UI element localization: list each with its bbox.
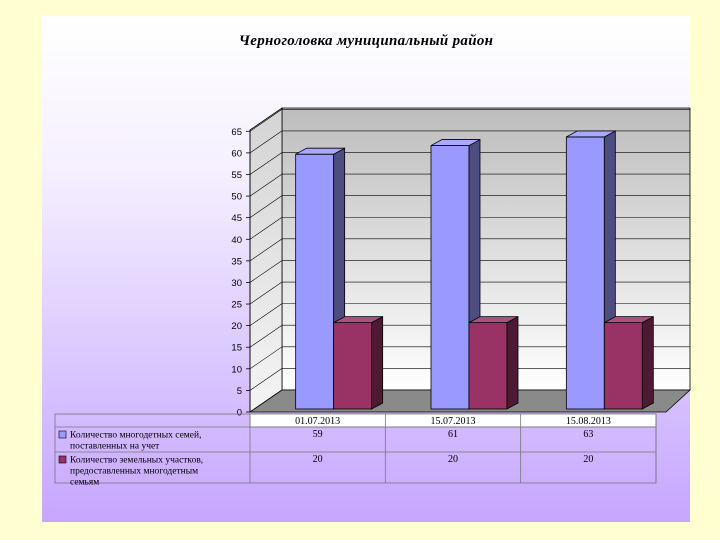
y-tick-label: 25 <box>231 300 242 311</box>
legend-swatch <box>58 455 67 464</box>
bar-top <box>566 130 616 138</box>
bar-top <box>468 316 519 324</box>
bar <box>565 136 605 410</box>
gridline-side <box>249 238 283 262</box>
x-category-label: 15.08.2013 <box>566 416 611 427</box>
legend-label: Количество многодетных семей, <box>70 430 201 441</box>
y-tick-label: 65 <box>231 127 242 138</box>
bar-top <box>430 139 481 146</box>
y-tick-label: 10 <box>231 364 242 375</box>
gridline-side <box>249 130 283 154</box>
bar-top <box>604 316 654 324</box>
x-category-label: 01.07.2013 <box>295 416 340 427</box>
legend-label: поставленных на учет <box>70 442 160 452</box>
gridline-side <box>249 303 283 326</box>
bar-side <box>371 315 384 410</box>
gridline-side <box>249 346 283 370</box>
y-tick-label: 15 <box>231 343 242 354</box>
chart-title: Черноголовка муниципальный район <box>238 33 494 49</box>
data-table-value: 20 <box>583 454 593 465</box>
bar <box>468 322 508 410</box>
gridline-side <box>249 281 283 305</box>
bar <box>333 322 373 410</box>
bar <box>430 145 470 410</box>
gridline-side <box>249 324 283 348</box>
gridline-side <box>249 217 283 240</box>
y-tick-label: 5 <box>237 386 242 397</box>
data-table-value: 59 <box>313 429 323 440</box>
y-tick-label: 50 <box>231 192 242 203</box>
bar-side <box>506 315 519 410</box>
y-tick-label: 35 <box>231 256 242 267</box>
y-tick-label: 45 <box>231 213 242 224</box>
x-category-label: 15.07.2013 <box>431 416 476 427</box>
legend-label: семьям <box>70 478 99 488</box>
gridline-side <box>249 260 283 283</box>
bar <box>295 153 335 410</box>
bar <box>603 322 643 410</box>
legend-swatch <box>58 430 67 439</box>
y-tick-label: 40 <box>231 235 242 246</box>
y-tick-label: 0 <box>237 408 242 419</box>
bar-top <box>295 147 345 155</box>
legend-label: Количество земельных участков, <box>70 456 203 466</box>
gridline-side <box>249 109 283 132</box>
y-tick-label: 20 <box>231 321 242 332</box>
bar-top <box>333 316 383 324</box>
y-tick-label: 55 <box>231 170 242 181</box>
legend-label: предоставленных многодетным <box>70 467 198 477</box>
gridline-side <box>249 173 283 197</box>
data-table-value: 63 <box>583 429 593 440</box>
y-tick-label: 60 <box>231 148 242 159</box>
y-tick-label: 30 <box>231 278 242 289</box>
data-table-value: 20 <box>448 454 458 465</box>
gridline-side <box>249 368 283 391</box>
gridline-side <box>249 152 283 175</box>
data-table-value: 20 <box>313 454 323 465</box>
gridline-side <box>249 195 283 218</box>
data-table-value: 61 <box>448 429 458 440</box>
bar-side <box>641 315 654 410</box>
chart-side-wall <box>249 107 283 413</box>
